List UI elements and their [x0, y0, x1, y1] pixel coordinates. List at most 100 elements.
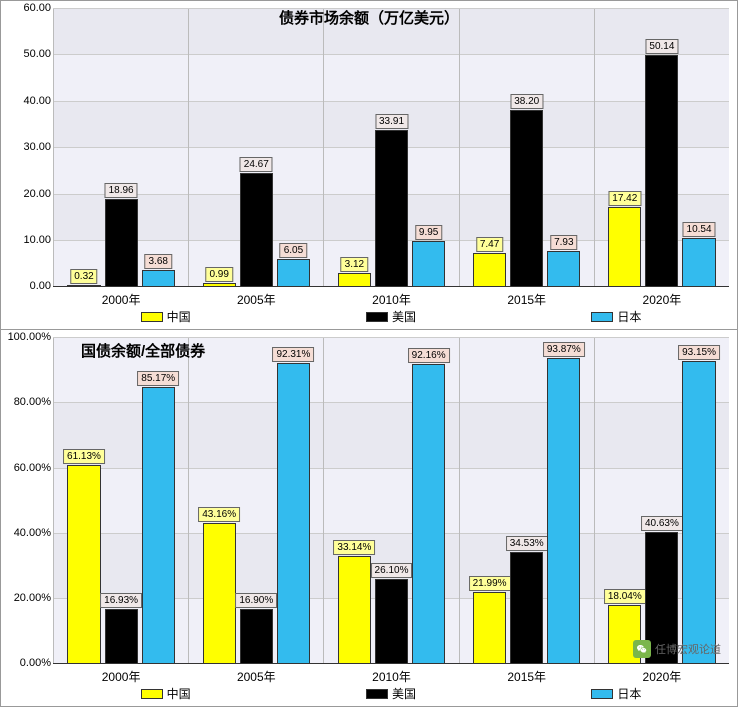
bar-group: 18.04%40.63%93.15%2020年	[594, 338, 729, 664]
bar-group: 0.9924.676.052005年	[188, 9, 323, 287]
legend-item: 美国	[366, 685, 416, 702]
bar-中国: 3.12	[338, 273, 371, 287]
data-label: 93.87%	[543, 342, 585, 357]
charts-container: 债券市场余额（万亿美元） 0.0010.0020.0030.0040.0050.…	[0, 0, 738, 707]
legend: 中国 美国 日本	[53, 685, 729, 702]
x-tick-label: 2000年	[102, 291, 141, 308]
y-tick-label: 80.00%	[3, 396, 51, 408]
bar-美国: 34.53%	[510, 552, 543, 664]
legend-swatch	[591, 689, 613, 699]
data-label: 3.12	[341, 257, 368, 272]
bar-中国: 17.42	[608, 207, 641, 288]
legend-swatch	[141, 689, 163, 699]
x-tick-label: 2020年	[643, 668, 682, 685]
legend-swatch	[366, 689, 388, 699]
data-label: 7.47	[476, 237, 503, 252]
y-tick-label: 0.00%	[3, 657, 51, 669]
legend-swatch	[591, 312, 613, 322]
bar-中国: 43.16%	[203, 523, 236, 664]
data-label: 3.68	[144, 254, 171, 269]
x-tick-label: 2000年	[102, 668, 141, 685]
data-label: 17.42	[608, 191, 641, 206]
bar-日本: 7.93	[547, 251, 580, 288]
data-label: 0.99	[205, 267, 232, 282]
chart-govt-bond-ratio: 国债余额/全部债券 0.00%20.00%40.00%60.00%80.00%1…	[1, 330, 737, 706]
data-label: 21.99%	[469, 576, 511, 591]
y-tick-label: 50.00	[3, 48, 51, 60]
chart-title: 国债余额/全部债券	[81, 340, 205, 361]
legend-label: 美国	[392, 308, 416, 325]
legend-label: 美国	[392, 685, 416, 702]
bar-group: 7.4738.207.932015年	[459, 9, 594, 287]
x-tick-label: 2005年	[237, 668, 276, 685]
y-tick-label: 20.00	[3, 188, 51, 200]
bar-日本: 10.54	[682, 238, 715, 287]
bar-日本: 92.31%	[277, 363, 310, 664]
bar-美国: 24.67	[240, 173, 273, 287]
data-label: 18.96	[105, 183, 138, 198]
y-tick-label: 60.00	[3, 2, 51, 14]
watermark-text: 任博宏观论道	[655, 641, 721, 657]
legend-label: 中国	[167, 685, 191, 702]
bar-group: 0.3218.963.682000年	[53, 9, 188, 287]
plot-area: 0.00%20.00%40.00%60.00%80.00%100.00%61.1…	[53, 338, 729, 664]
data-label: 40.63%	[641, 516, 683, 531]
data-label: 24.67	[240, 157, 273, 172]
legend-item: 日本	[591, 685, 641, 702]
plot-area: 0.0010.0020.0030.0040.0050.0060.000.3218…	[53, 9, 729, 287]
legend-swatch	[366, 312, 388, 322]
legend-item: 中国	[141, 685, 191, 702]
legend-label: 中国	[167, 308, 191, 325]
x-tick-label: 2015年	[507, 668, 546, 685]
y-tick-label: 20.00%	[3, 592, 51, 604]
y-tick-label: 0.00	[3, 280, 51, 292]
data-label: 85.17%	[137, 371, 179, 386]
bar-group: 33.14%26.10%92.16%2010年	[323, 338, 458, 664]
data-label: 16.90%	[235, 593, 277, 608]
bar-日本: 3.68	[142, 270, 175, 287]
bar-日本: 93.87%	[547, 358, 580, 664]
data-label: 92.31%	[272, 347, 314, 362]
bar-日本: 93.15%	[682, 361, 715, 664]
legend-item: 美国	[366, 308, 416, 325]
bar-美国: 18.96	[105, 199, 138, 287]
data-label: 0.32	[70, 269, 97, 284]
data-label: 7.93	[550, 235, 577, 250]
data-label: 93.15%	[678, 345, 720, 360]
bar-日本: 92.16%	[412, 364, 445, 664]
y-tick-label: 100.00%	[3, 331, 51, 343]
data-label: 33.91	[375, 114, 408, 129]
bar-日本: 9.95	[412, 241, 445, 287]
legend-label: 日本	[617, 308, 641, 325]
data-label: 10.54	[683, 222, 716, 237]
data-label: 16.93%	[100, 593, 142, 608]
data-label: 26.10%	[371, 563, 413, 578]
bar-美国: 38.20	[510, 110, 543, 287]
x-tick-label: 2010年	[372, 668, 411, 685]
bar-group: 43.16%16.90%92.31%2005年	[188, 338, 323, 664]
data-label: 34.53%	[506, 536, 548, 551]
bar-日本: 85.17%	[142, 387, 175, 664]
y-tick-label: 40.00	[3, 95, 51, 107]
data-label: 43.16%	[198, 507, 240, 522]
chart-title: 债券市场余额（万亿美元）	[279, 7, 459, 28]
data-label: 33.14%	[333, 540, 375, 555]
x-tick-label: 2020年	[643, 291, 682, 308]
legend-label: 日本	[617, 685, 641, 702]
x-tick-label: 2015年	[507, 291, 546, 308]
y-tick-label: 40.00%	[3, 527, 51, 539]
x-tick-label: 2005年	[237, 291, 276, 308]
y-tick-label: 60.00%	[3, 462, 51, 474]
bar-group: 17.4250.1410.542020年	[594, 9, 729, 287]
bar-美国: 33.91	[375, 130, 408, 287]
data-label: 9.95	[415, 225, 442, 240]
bar-中国: 61.13%	[67, 465, 100, 664]
bar-美国: 16.93%	[105, 609, 138, 664]
bar-group: 61.13%16.93%85.17%2000年	[53, 338, 188, 664]
legend: 中国 美国 日本	[53, 308, 729, 325]
data-label: 18.04%	[604, 589, 646, 604]
watermark: 任博宏观论道	[633, 640, 721, 658]
data-label: 61.13%	[63, 449, 105, 464]
data-label: 6.05	[280, 243, 307, 258]
bar-中国: 33.14%	[338, 556, 371, 664]
